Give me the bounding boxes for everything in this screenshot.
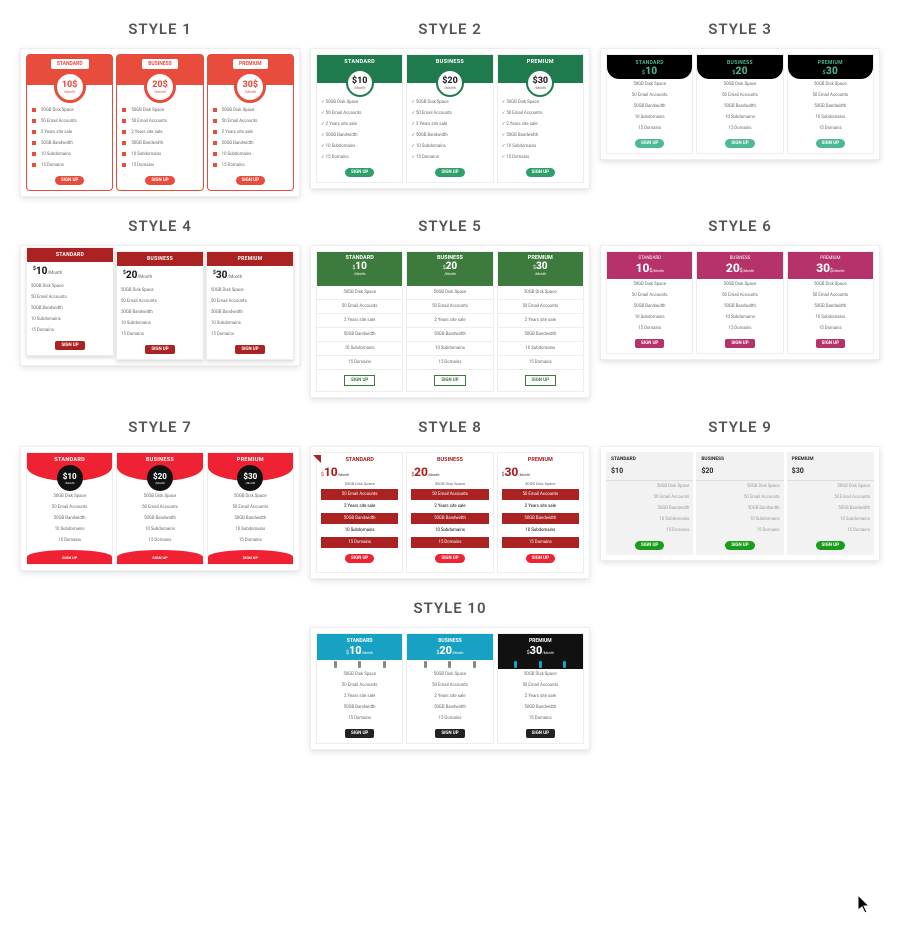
signup-button[interactable]: SIGN UP [145,176,174,185]
style-title: STYLE 2 [310,20,590,38]
pricing-plan[interactable]: BUSINESS $20/Month 50GB Disk Space50 Ema… [116,251,204,360]
style-title: STYLE 5 [310,217,590,235]
pricing-card-1: STANDARD 10$/Month 50GB Disk Space 50 Em… [20,48,300,197]
pricing-plan[interactable]: BUSINESS $20/Month 50GB Disk Space 50 Em… [406,452,493,573]
signup-button[interactable]: SIGN UP [55,341,84,350]
signup-button[interactable]: SIGN UP [816,541,845,550]
signup-button[interactable]: SIGN UP [434,375,465,386]
pricing-plan[interactable]: PREMIUM$30 50GB Disk Space50 Email Accou… [787,54,874,154]
signup-button[interactable]: SIGN UP [635,339,664,348]
pin-icon [334,661,337,668]
style-cell-9: STYLE 9 STANDARD $10 50GB Disk Space50 E… [600,418,880,579]
style-title: STYLE 6 [600,217,880,235]
style-cell-4: STYLE 4 STANDARD $10/Month 50GB Disk Spa… [20,217,300,398]
pricing-plan[interactable]: STANDARD$10/Month 50GB Disk Space50 Emai… [316,633,403,744]
cursor-icon [858,895,872,920]
signup-button[interactable]: SIGN UP [435,554,464,563]
signup-button[interactable]: SIGN UP [526,729,555,738]
signup-button[interactable]: SIGN UP [526,168,555,177]
style-title: STYLE 4 [20,217,300,235]
feature-item: 50GB Disk Space [27,105,112,116]
pricing-plan[interactable]: BUSINESS$20/Month 50GB Disk Space50 Emai… [406,251,493,392]
pricing-plan[interactable]: STANDARD10$/Month 50GB Disk Space50 Emai… [606,251,693,354]
pricing-plan[interactable]: BUSINESS$20 50GB Disk Space50 Email Acco… [696,54,783,154]
signup-button[interactable]: SIGN UP [345,168,374,177]
style-title: STYLE 10 [310,599,590,617]
signup-button[interactable]: SIGN UP [526,554,555,563]
pricing-plan[interactable]: PREMIUM$30/Month 50GB Disk Space50 Email… [497,251,584,392]
style-cell-3: STYLE 3 STANDARD$10 50GB Disk Space50 Em… [600,20,880,197]
style-cell-1: STYLE 1 STANDARD 10$/Month 50GB Disk Spa… [20,20,300,197]
pricing-plan[interactable]: PREMIUM 30$/Month 50GB Disk Space50 Emai… [207,54,294,191]
pricing-plan[interactable]: STANDARD$10/Month 50GB Disk Space50 Emai… [316,251,403,392]
pricing-plan[interactable]: STANDARD $10 50GB Disk Space50 Email Acc… [606,452,693,555]
pricing-plan[interactable]: PREMIUM $30 50GB Disk Space50 Email Acco… [787,452,874,555]
signup-button[interactable]: SIGN UP [345,554,374,563]
pricing-plan[interactable]: BUSINESS $20/Month 50GB Disk Space50 Ema… [116,452,203,565]
pricing-plan[interactable]: BUSINESS20$/Month 50GB Disk Space50 Emai… [696,251,783,354]
signup-button[interactable]: SIGN UP [725,339,754,348]
signup-button[interactable]: SIGN UP [435,729,464,738]
signup-button[interactable]: SIGN UP [435,168,464,177]
pricing-plan[interactable]: PREMIUM30$/Month 50GB Disk Space50 Email… [787,251,874,354]
pricing-plan[interactable]: PREMIUM $30/Month 50GB Disk Space50 Emai… [207,452,294,565]
signup-button[interactable]: SIGN UP [635,139,664,148]
style-cell-6: STYLE 6 STANDARD10$/Month 50GB Disk Spac… [600,217,880,398]
ribbon-icon [313,455,321,463]
pricing-plan[interactable]: STANDARD $10/Month 50GB Disk Space50 Ema… [26,452,113,565]
style-cell-2: STYLE 2 STANDARD $10/Month 50GB Disk Spa… [310,20,590,197]
signup-button[interactable]: SIGN UP [344,375,375,386]
pricing-plan[interactable]: STANDARD $10/Month 50GB Disk Space50 Ema… [26,247,114,356]
signup-button[interactable]: SIGN UP [145,345,174,354]
signup-button[interactable]: SIGN UP [235,345,264,354]
style-title: STYLE 3 [600,20,880,38]
plan-title: STANDARD [51,59,89,69]
style-title: STYLE 7 [20,418,300,436]
pricing-plan[interactable]: BUSINESS 20$/Month 50GB Disk Space50 Ema… [116,54,203,191]
signup-button[interactable]: SIGN UP [725,541,754,550]
signup-button[interactable]: SIGN UP [236,176,265,185]
style-title: STYLE 8 [310,418,590,436]
signup-button[interactable]: SIGN UP [55,176,84,185]
signup-button[interactable]: SIGN UP [152,555,167,560]
style-cell-10: STYLE 10 STANDARD$10/Month 50GB Disk Spa… [310,599,590,750]
style-cell-7: STYLE 7 STANDARD $10/Month 50GB Disk Spa… [20,418,300,579]
signup-button[interactable]: SIGN UP [525,375,556,386]
pricing-plan[interactable]: STANDARD $10/Month 50GB Disk Space50 Ema… [316,54,403,183]
pricing-plan[interactable]: PREMIUM $30/Month 50GB Disk Space50 Emai… [206,251,294,360]
style-cell-5: STYLE 5 STANDARD$10/Month 50GB Disk Spac… [310,217,590,398]
signup-button[interactable]: SIGN UP [725,139,754,148]
pricing-plan[interactable]: BUSINESS$20/Month 50GB Disk Space50 Emai… [406,633,493,744]
signup-button[interactable]: SIGN UP [816,339,845,348]
pricing-plan[interactable]: STANDARD$10 50GB Disk Space50 Email Acco… [606,54,693,154]
styles-grid: STYLE 1 STANDARD 10$/Month 50GB Disk Spa… [20,20,880,750]
pricing-plan[interactable]: BUSINESS $20 50GB Disk Space50 Email Acc… [696,452,783,555]
pricing-plan[interactable]: PREMIUM $30/Month 50GB Disk Space 50 Ema… [497,452,584,573]
signup-button[interactable]: SIGN UP [243,555,258,560]
style-cell-8: STYLE 8 STANDARD $10/Month 50GB Disk Spa… [310,418,590,579]
signup-button[interactable]: SIGN UP [816,139,845,148]
pricing-plan[interactable]: STANDARD 10$/Month 50GB Disk Space 50 Em… [26,54,113,191]
pricing-plan[interactable]: PREMIUM$30/Month 50GB Disk Space50 Email… [497,633,584,744]
pricing-plan[interactable]: PREMIUM $30/Month 50GB Disk Space50 Emai… [497,54,584,183]
signup-button[interactable]: SIGN UP [345,729,374,738]
signup-button[interactable]: SIGN UP [635,541,664,550]
style-title: STYLE 9 [600,418,880,436]
style-title: STYLE 1 [20,20,300,38]
pricing-plan[interactable]: BUSINESS $20/Month 50GB Disk Space50 Ema… [406,54,493,183]
signup-button[interactable]: SIGN UP [62,555,77,560]
pricing-plan[interactable]: STANDARD $10/Month 50GB Disk Space 50 Em… [316,452,403,573]
